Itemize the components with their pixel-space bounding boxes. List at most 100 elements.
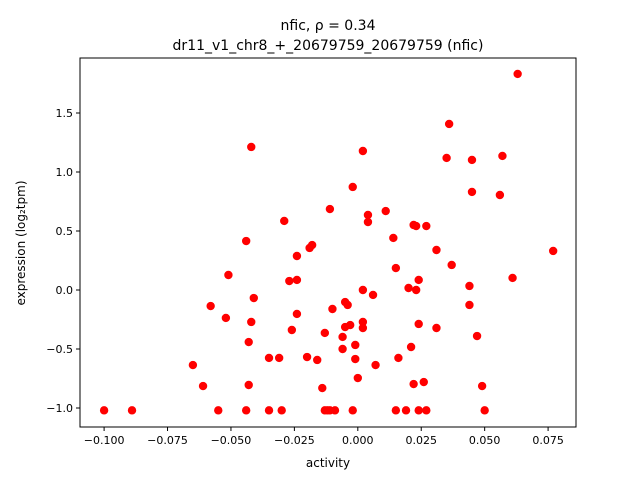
- data-point: [414, 406, 423, 415]
- data-point: [368, 290, 378, 300]
- data-point: [325, 204, 335, 214]
- data-point: [465, 300, 474, 310]
- data-point: [264, 406, 274, 415]
- data-point: [548, 246, 558, 256]
- data-point: [214, 406, 223, 415]
- x-tick-label: −0.025: [274, 434, 315, 447]
- data-point: [292, 309, 302, 319]
- data-point: [477, 381, 487, 391]
- data-point: [409, 379, 418, 389]
- data-point: [495, 190, 505, 200]
- data-point: [467, 187, 477, 197]
- data-point: [244, 380, 253, 390]
- data-point: [351, 340, 360, 350]
- data-point: [224, 270, 233, 280]
- data-point: [302, 352, 312, 362]
- data-point: [330, 406, 340, 415]
- data-point: [244, 337, 253, 347]
- data-point: [414, 275, 423, 285]
- y-tick-label: −1.0: [46, 402, 73, 415]
- data-point: [411, 221, 421, 231]
- data-point: [313, 355, 322, 365]
- data-point: [307, 240, 317, 250]
- data-point: [406, 342, 416, 352]
- y-axis-label: expression (log₂tpm): [14, 180, 28, 305]
- data-point: [358, 285, 368, 295]
- data-point: [401, 406, 411, 415]
- data-point: [280, 216, 289, 226]
- data-point: [422, 221, 431, 231]
- data-point: [353, 373, 363, 383]
- y-tick-label: −0.5: [46, 343, 73, 356]
- plot-frame: [79, 57, 577, 428]
- data-point: [498, 151, 507, 161]
- data-point: [247, 142, 256, 152]
- data-point: [318, 383, 327, 393]
- x-tick-label: −0.050: [211, 434, 252, 447]
- data-point: [127, 406, 137, 415]
- data-point: [206, 301, 215, 311]
- data-point: [338, 344, 347, 354]
- data-point: [467, 155, 477, 165]
- points-layer: [99, 69, 558, 415]
- data-point: [391, 406, 401, 415]
- data-point: [465, 281, 474, 291]
- data-point: [264, 353, 274, 363]
- data-point: [292, 275, 302, 285]
- data-point: [328, 304, 337, 314]
- data-point: [371, 360, 380, 370]
- data-point: [422, 406, 431, 415]
- y-axis: −1.0 −0.5 0.0 0.5 1.0 1.5: [46, 107, 80, 415]
- data-point: [345, 320, 355, 330]
- data-point: [358, 323, 368, 333]
- x-tick-label: −0.100: [84, 434, 125, 447]
- data-point: [285, 276, 294, 286]
- data-point: [348, 182, 357, 192]
- data-point: [432, 323, 441, 333]
- data-point: [394, 353, 403, 363]
- data-point: [414, 319, 423, 329]
- data-point: [277, 406, 286, 415]
- x-tick-label: 0.025: [405, 434, 437, 447]
- data-point: [358, 146, 368, 156]
- data-point: [432, 245, 441, 255]
- data-point: [411, 285, 421, 295]
- data-point: [472, 331, 482, 341]
- data-point: [351, 354, 360, 364]
- data-point: [320, 328, 330, 338]
- data-point: [419, 377, 428, 387]
- data-point: [513, 69, 522, 79]
- x-axis-label: activity: [306, 456, 350, 470]
- data-point: [391, 263, 401, 273]
- data-point: [389, 233, 398, 243]
- x-tick-label: 0.000: [342, 434, 374, 447]
- data-point: [287, 325, 297, 335]
- data-point: [274, 353, 284, 363]
- data-point: [249, 293, 258, 303]
- data-point: [99, 406, 109, 415]
- y-tick-label: 0.5: [56, 225, 74, 238]
- y-tick-label: 1.5: [56, 107, 74, 120]
- x-tick-label: 0.075: [532, 434, 564, 447]
- data-point: [292, 251, 302, 261]
- data-point: [348, 406, 357, 415]
- data-point: [444, 119, 454, 129]
- x-tick-label: 0.050: [469, 434, 501, 447]
- data-point: [363, 210, 373, 220]
- data-point: [241, 406, 251, 415]
- data-point: [241, 236, 251, 246]
- chart-title-line1: nfic, ρ = 0.34: [281, 18, 376, 34]
- data-point: [188, 360, 198, 370]
- data-point: [358, 317, 368, 327]
- data-point: [442, 153, 451, 163]
- data-point: [363, 217, 373, 227]
- data-point: [247, 317, 256, 327]
- y-tick-label: 1.0: [56, 166, 74, 179]
- data-point: [447, 260, 456, 270]
- data-point: [338, 332, 347, 342]
- data-point: [381, 206, 390, 216]
- chart-title-line2: dr11_v1_chr8_+_20679759_20679759 (nfic): [173, 38, 484, 54]
- data-point: [343, 300, 352, 310]
